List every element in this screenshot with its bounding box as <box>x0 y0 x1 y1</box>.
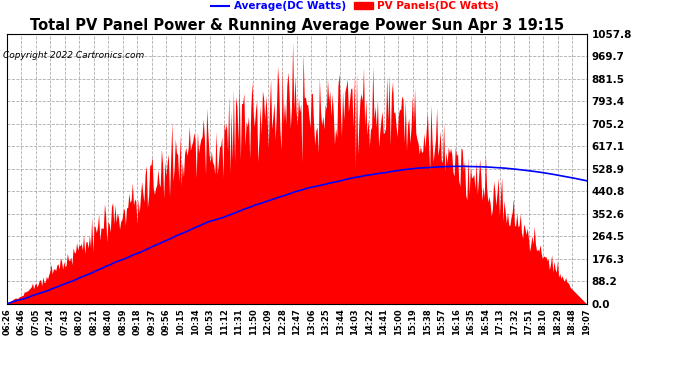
Title: Total PV Panel Power & Running Average Power Sun Apr 3 19:15: Total PV Panel Power & Running Average P… <box>30 18 564 33</box>
Text: Copyright 2022 Cartronics.com: Copyright 2022 Cartronics.com <box>3 51 145 60</box>
Legend: Average(DC Watts), PV Panels(DC Watts): Average(DC Watts), PV Panels(DC Watts) <box>206 0 503 15</box>
